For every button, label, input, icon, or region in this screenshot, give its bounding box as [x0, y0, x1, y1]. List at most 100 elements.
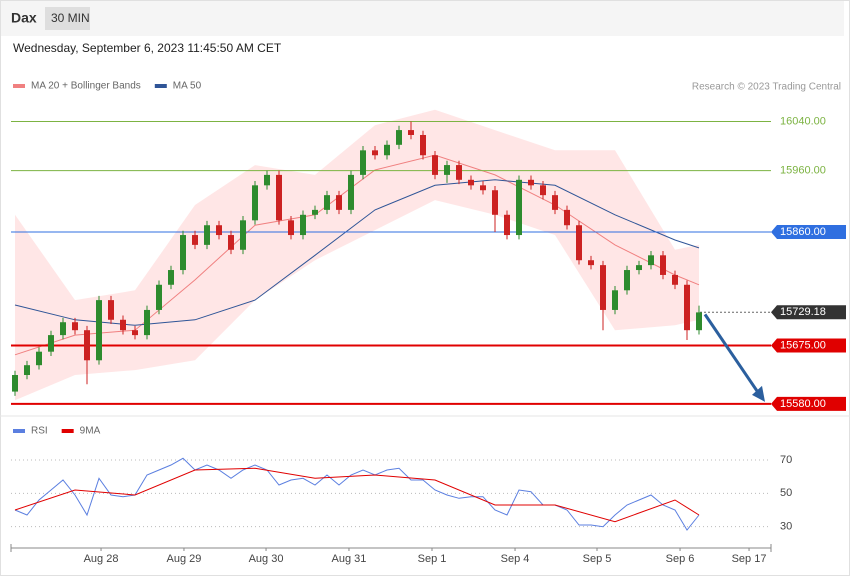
candle-body	[144, 309, 150, 336]
y-tick-label: 30	[780, 521, 792, 533]
ma-line	[14, 179, 700, 326]
projection-arrowhead	[752, 385, 765, 402]
header-bar	[1, 1, 844, 36]
level-label-box	[771, 224, 846, 239]
candle-body	[180, 235, 186, 271]
x-tick-label: Aug 31	[332, 553, 367, 565]
candle-body	[72, 322, 78, 331]
candle-body	[300, 214, 306, 236]
legend-label: 9MA	[80, 426, 101, 437]
candle-body	[624, 270, 630, 291]
candle-body	[684, 284, 690, 331]
candle-body	[468, 179, 474, 186]
candle-body	[252, 185, 258, 221]
candle-body	[132, 330, 138, 336]
candle-body	[84, 330, 90, 361]
y-tick-label: 50	[780, 487, 792, 499]
level-label: 16040.00	[780, 115, 826, 127]
level-label: 15960.00	[780, 165, 826, 177]
candle-body	[492, 190, 498, 215]
candle-body	[636, 265, 642, 271]
candle-body	[60, 322, 66, 336]
x-tick-label: Sep 1	[418, 553, 447, 565]
candle-body	[444, 165, 450, 175]
candle-body	[432, 155, 438, 175]
candle-body	[324, 195, 330, 210]
candle-body	[612, 290, 618, 310]
candle-body	[552, 195, 558, 210]
legend-label: RSI	[31, 426, 48, 437]
level-label-box	[771, 305, 846, 320]
candle-body	[120, 319, 126, 331]
x-tick-label: Sep 6	[666, 553, 695, 565]
candle-body	[336, 195, 342, 210]
legend-label: MA 20 + Bollinger Bands	[31, 81, 141, 92]
candle-body	[420, 134, 426, 156]
candle-body	[396, 130, 402, 145]
timestamp: Wednesday, September 6, 2023 11:45:50 AM…	[13, 41, 282, 55]
x-tick-label: Aug 28	[84, 553, 119, 565]
interval: 30 MIN	[51, 11, 90, 25]
candle-body	[240, 220, 246, 250]
level-label: 15675.00	[780, 339, 826, 351]
level-label: 15580.00	[780, 398, 826, 410]
x-tick-label: Aug 30	[249, 553, 284, 565]
x-tick-label: Sep 17	[732, 553, 767, 565]
candle-body	[36, 351, 42, 366]
level-label: 15860.00	[780, 226, 826, 238]
candle-body	[264, 174, 270, 186]
level-label: 15729.18	[780, 306, 826, 318]
indicator-line	[14, 457, 700, 531]
candle-body	[360, 150, 366, 175]
candle-body	[588, 260, 594, 266]
candle-body	[276, 174, 282, 221]
level-label-box	[771, 396, 846, 411]
candle-body	[564, 209, 570, 226]
candle-body	[480, 185, 486, 191]
y-tick-label: 70	[780, 454, 792, 466]
legend-swatch	[61, 429, 74, 433]
candle-body	[408, 130, 414, 135]
legend-swatch	[13, 429, 25, 433]
candle-body	[504, 214, 510, 236]
x-tick-label: Sep 5	[583, 553, 612, 565]
candle-body	[24, 365, 30, 376]
candle-body	[156, 284, 162, 310]
symbol: Dax	[11, 10, 37, 26]
candle-body	[672, 274, 678, 285]
candle-body	[12, 375, 18, 392]
candle-body	[216, 225, 222, 236]
projection-arrow	[703, 313, 761, 395]
x-tick-label: Aug 29	[167, 553, 202, 565]
candle-body	[312, 209, 318, 215]
candle-body	[528, 179, 534, 186]
x-tick-label: Sep 4	[501, 553, 530, 565]
candle-body	[192, 235, 198, 245]
candle-body	[696, 312, 702, 331]
legend-swatch	[154, 84, 167, 88]
candle-body	[576, 225, 582, 261]
candle-body	[540, 185, 546, 196]
candle-body	[456, 165, 462, 180]
candle-body	[48, 335, 54, 352]
candle-body	[600, 265, 606, 310]
candle-body	[288, 220, 294, 236]
candle-body	[348, 174, 354, 210]
candle-body	[108, 300, 114, 320]
candle-body	[648, 255, 654, 266]
candle-body	[660, 255, 666, 275]
candle-body	[204, 225, 210, 245]
indicator-line	[14, 467, 700, 523]
candle-body	[372, 150, 378, 156]
level-label-box	[771, 338, 846, 353]
candle-body	[384, 144, 390, 156]
interval-box	[45, 7, 90, 30]
candle-body	[228, 235, 234, 250]
legend-label: MA 50	[173, 81, 202, 92]
candle-body	[168, 270, 174, 285]
legend-swatch	[13, 84, 25, 88]
candle-body	[516, 179, 522, 236]
credit: Research © 2023 Trading Central	[692, 82, 841, 93]
